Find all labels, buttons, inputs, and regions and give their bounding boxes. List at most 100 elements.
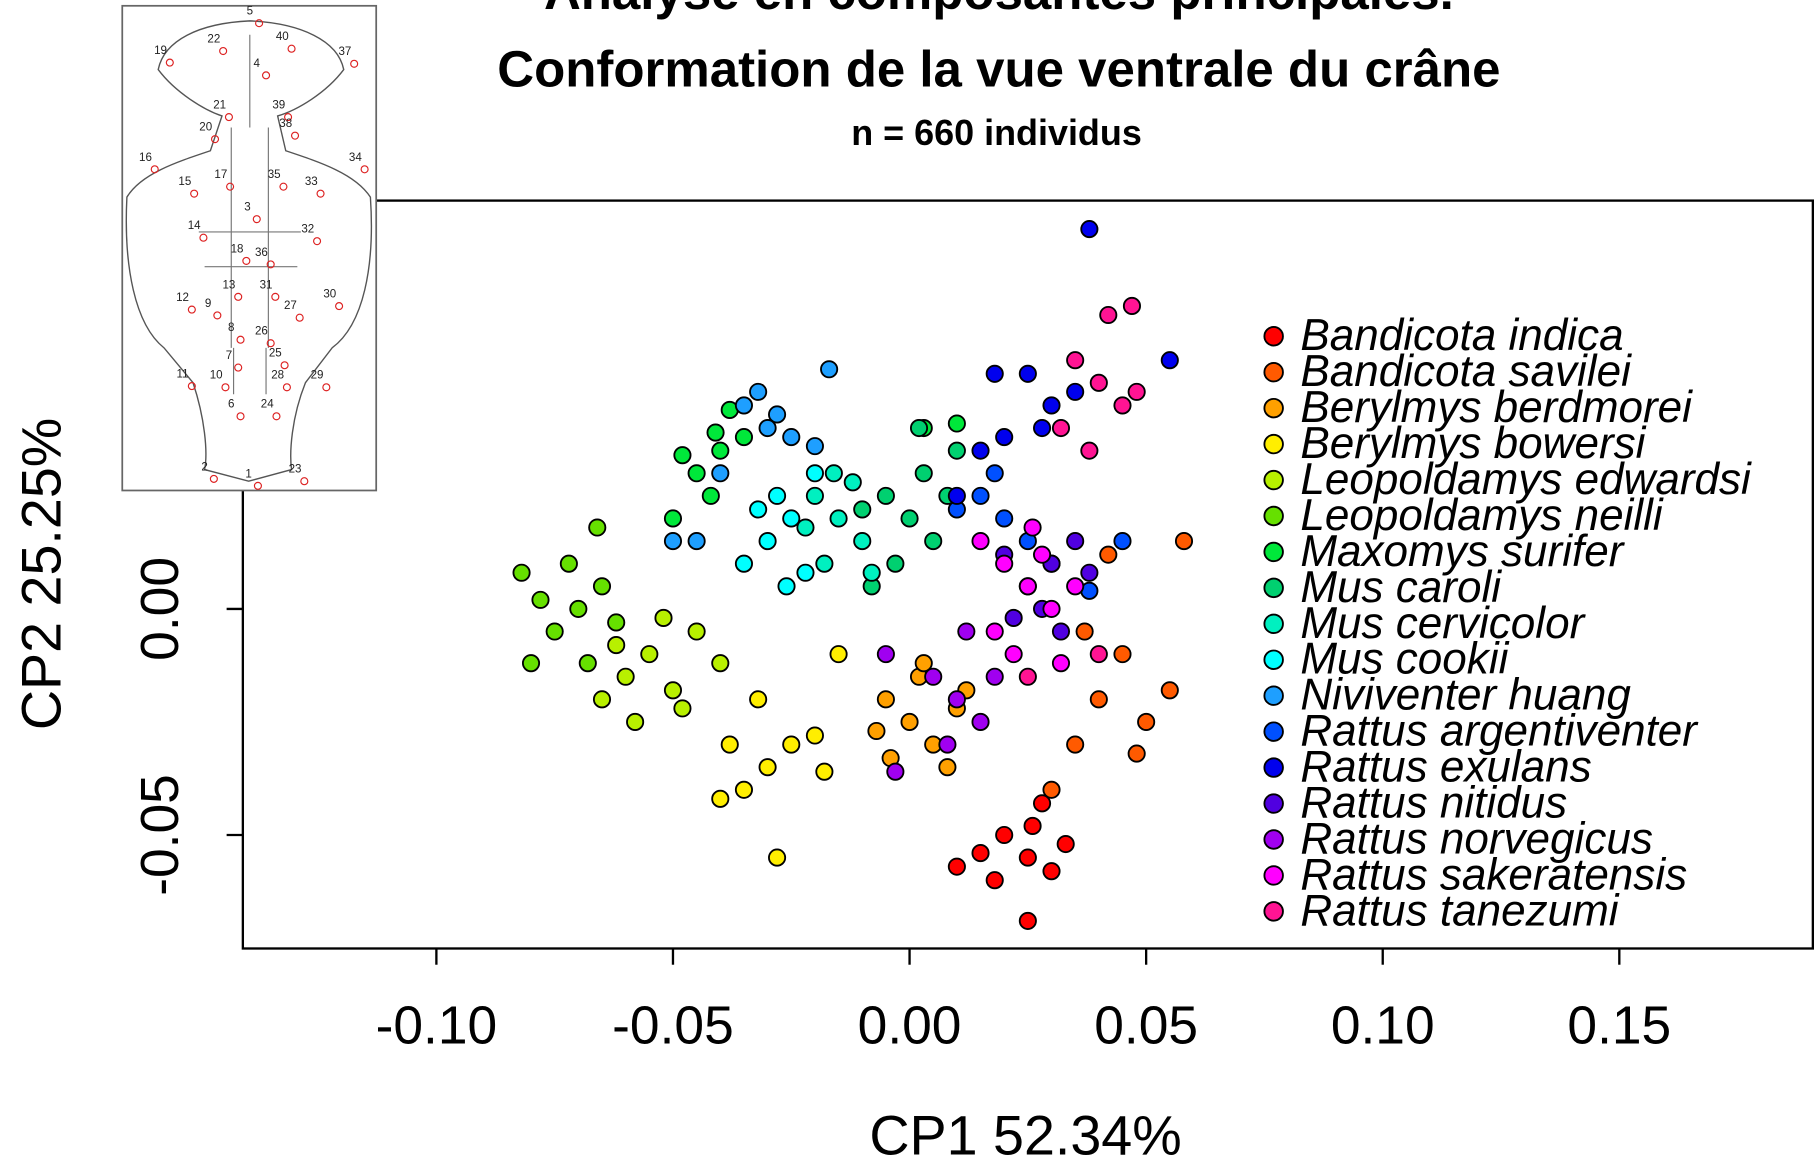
landmark-label: 24 (261, 399, 274, 411)
landmark (279, 182, 288, 191)
landmark (290, 131, 300, 140)
plot-area (512, 220, 1194, 930)
point (687, 464, 706, 483)
point (1080, 563, 1099, 582)
point (1042, 599, 1061, 618)
legend-label: Rattus tanezumi (1300, 886, 1619, 935)
point (640, 645, 659, 664)
landmark (350, 59, 359, 68)
landmark (295, 313, 304, 322)
point (947, 414, 966, 433)
x-tick-label: -0.05 (612, 997, 734, 1056)
point (924, 532, 943, 551)
legend-marker (1263, 613, 1284, 635)
landmark (253, 481, 262, 490)
landmark (255, 19, 264, 28)
point (734, 396, 753, 415)
point (971, 844, 990, 863)
point (711, 464, 730, 483)
landmark (360, 165, 369, 174)
point (1023, 518, 1042, 537)
point (914, 464, 933, 483)
landmark-label: 25 (269, 348, 282, 360)
point (758, 532, 777, 551)
point (1056, 834, 1075, 854)
landmark (284, 113, 293, 122)
point (768, 405, 787, 424)
point (1113, 645, 1132, 664)
point (805, 726, 824, 745)
point (1018, 848, 1037, 867)
point (1004, 608, 1023, 627)
point (947, 486, 966, 505)
point (1051, 622, 1071, 641)
point (829, 509, 848, 528)
legend-label: Berylmys bowersi (1300, 419, 1646, 468)
point (938, 758, 957, 777)
landmark-label: 9 (205, 298, 211, 310)
point (867, 721, 886, 741)
point (1066, 382, 1085, 401)
y-tick-label: -0.05 (131, 774, 190, 896)
landmark (280, 361, 289, 370)
point (768, 486, 787, 505)
point (909, 418, 929, 438)
landmark-label: 39 (272, 100, 285, 112)
landmark (266, 339, 275, 348)
legend-marker (1263, 649, 1284, 670)
point (1066, 532, 1085, 551)
point (876, 690, 895, 709)
point (734, 780, 753, 799)
landmark (236, 412, 245, 421)
point (900, 509, 919, 528)
landmark (209, 474, 218, 483)
point (1160, 681, 1179, 700)
point (1018, 667, 1037, 686)
point (995, 554, 1014, 573)
point (1080, 220, 1099, 239)
point (938, 735, 957, 754)
y-tick-label: 0.00 (131, 557, 190, 661)
landmark-label: 8 (228, 322, 234, 334)
point (985, 464, 1004, 483)
point (815, 762, 834, 781)
point (569, 599, 588, 618)
landmark (261, 71, 271, 80)
point (711, 789, 730, 808)
point (796, 563, 815, 582)
point (805, 464, 824, 483)
point (796, 518, 815, 537)
point (1089, 373, 1108, 392)
landmark-label: 31 (260, 279, 273, 291)
point (545, 622, 564, 641)
point (720, 735, 739, 754)
point (578, 654, 597, 673)
landmark (272, 412, 281, 421)
landmark (271, 292, 280, 301)
point (886, 762, 905, 781)
legend-label: Berylmys berdmorei (1300, 383, 1693, 432)
point (592, 577, 612, 596)
point (559, 554, 578, 573)
point (711, 441, 730, 460)
point (607, 636, 626, 655)
point (734, 554, 753, 573)
skull-detail (198, 34, 301, 395)
point (876, 486, 895, 505)
point (1033, 418, 1052, 438)
landmark-label: 38 (279, 118, 292, 130)
landmark (213, 311, 222, 320)
legend-label: Rattus nitidus (1300, 779, 1567, 828)
point (1042, 780, 1061, 799)
point (616, 667, 635, 686)
point (914, 654, 933, 673)
landmark-label: 40 (276, 31, 289, 43)
landmark-label: 20 (199, 122, 212, 134)
point (957, 622, 976, 641)
point (1089, 690, 1108, 709)
point (706, 423, 725, 442)
landmark (219, 46, 228, 56)
point (1113, 532, 1132, 551)
legend-marker (1263, 433, 1284, 455)
point (886, 554, 905, 573)
